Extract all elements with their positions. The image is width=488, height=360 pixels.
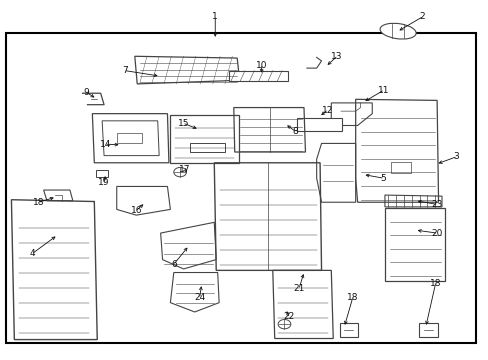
- Text: 21: 21: [293, 284, 304, 293]
- Bar: [228, 71, 288, 81]
- Text: 15: 15: [178, 119, 189, 128]
- Bar: [297, 118, 341, 131]
- Bar: [390, 162, 410, 173]
- Circle shape: [278, 319, 290, 329]
- Text: 24: 24: [194, 293, 205, 302]
- Ellipse shape: [379, 23, 415, 39]
- Bar: [117, 133, 142, 143]
- Text: 1: 1: [212, 12, 218, 21]
- Text: 8: 8: [292, 127, 298, 136]
- Text: 10: 10: [255, 61, 267, 70]
- Text: 16: 16: [130, 206, 142, 215]
- Text: 20: 20: [430, 229, 442, 238]
- Text: 2: 2: [419, 12, 425, 21]
- Text: 12: 12: [321, 105, 332, 114]
- Text: 9: 9: [83, 87, 89, 96]
- Text: 18: 18: [429, 279, 441, 288]
- Text: 7: 7: [122, 66, 128, 75]
- Text: 22: 22: [283, 312, 294, 321]
- Text: 6: 6: [171, 260, 176, 269]
- Circle shape: [173, 167, 186, 177]
- Text: 5: 5: [380, 174, 386, 183]
- Bar: [189, 143, 224, 152]
- Text: 23: 23: [430, 200, 442, 209]
- Text: 4: 4: [29, 249, 35, 258]
- Bar: [5, 33, 475, 343]
- Text: 13: 13: [331, 52, 342, 61]
- Text: 3: 3: [453, 152, 459, 161]
- Text: 19: 19: [98, 178, 110, 187]
- Text: 14: 14: [100, 140, 111, 149]
- Text: 18: 18: [33, 198, 44, 207]
- Text: 11: 11: [377, 86, 388, 95]
- Text: 18: 18: [346, 293, 358, 302]
- Text: 17: 17: [179, 166, 190, 175]
- Bar: [96, 170, 108, 177]
